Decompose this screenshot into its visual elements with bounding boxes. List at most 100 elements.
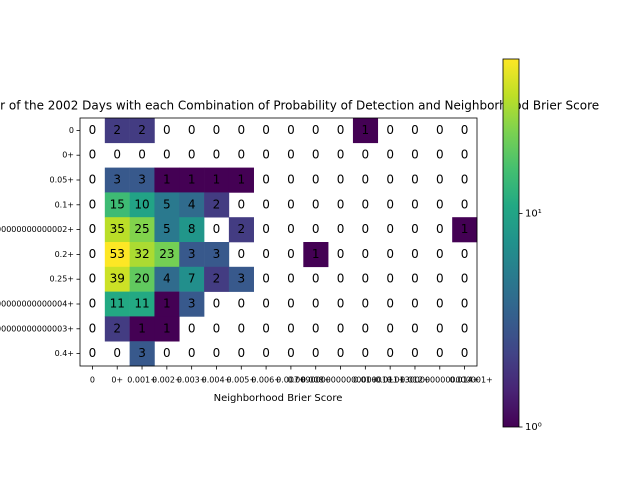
heatmap-cell xyxy=(154,291,180,317)
x-tick-label: 0.006+ xyxy=(251,376,281,385)
x-tick-label: 0.009000000000000001+ xyxy=(288,376,394,385)
cell-value: 0 xyxy=(386,321,394,335)
cell-value: 0 xyxy=(386,197,394,211)
cell-value: 2 xyxy=(213,272,221,286)
cell-value: 0 xyxy=(312,222,320,236)
cell-value: 1 xyxy=(213,173,221,187)
cell-value: 0 xyxy=(337,346,345,360)
cell-value: 0 xyxy=(461,148,469,162)
cell-value: 0 xyxy=(362,222,370,236)
cell-value: 32 xyxy=(134,247,149,261)
cell-value: 0 xyxy=(89,321,97,335)
cell-value: 0 xyxy=(89,123,97,137)
cell-value: 1 xyxy=(163,297,171,311)
cell-value: 0 xyxy=(262,123,270,137)
cell-value: 0 xyxy=(411,297,419,311)
cell-value: 0 xyxy=(461,321,469,335)
cell-value: 0 xyxy=(163,123,171,137)
cell-value: 3 xyxy=(113,173,121,187)
heatmap-cell xyxy=(129,167,155,193)
cell-value: 1 xyxy=(362,123,370,137)
x-tick-label: 0+ xyxy=(111,376,123,385)
cell-value: 11 xyxy=(110,297,125,311)
x-tick-label: 0.01+ xyxy=(353,376,378,385)
cell-value: 0 xyxy=(287,197,295,211)
heatmap-cell xyxy=(129,291,155,317)
x-tick-label: 0.012+ xyxy=(400,376,430,385)
cell-value: 0 xyxy=(461,272,469,286)
heatmap-cell xyxy=(352,118,379,144)
x-tick-label: 0.003+ xyxy=(177,376,207,385)
heatmap-cell xyxy=(129,118,155,144)
x-tick-label: 0.004+ xyxy=(202,376,232,385)
cell-value: 0 xyxy=(312,321,320,335)
cell-value: 0 xyxy=(188,321,196,335)
heatmap-cell xyxy=(129,217,155,243)
heatmap-cell xyxy=(204,192,230,218)
heatmap-cell xyxy=(104,316,130,342)
cell-value: 0 xyxy=(287,346,295,360)
cell-value: 0 xyxy=(237,148,245,162)
cell-value: 0 xyxy=(213,321,221,335)
cell-value: 0 xyxy=(362,148,370,162)
cell-value: 10 xyxy=(134,197,149,211)
y-tick-label: 0.2+ xyxy=(55,250,74,259)
heatmap-cell xyxy=(104,118,130,144)
cell-value: 0 xyxy=(262,222,270,236)
heatmap-cell xyxy=(204,242,230,268)
cell-value: 0 xyxy=(188,148,196,162)
heatmap-cell xyxy=(154,192,180,218)
cell-value: 2 xyxy=(138,123,146,137)
cell-value: 0 xyxy=(113,346,121,360)
heatmap-cell xyxy=(179,242,205,268)
cell-value: 0 xyxy=(362,173,370,187)
cell-value: 0 xyxy=(436,222,444,236)
cell-value: 0 xyxy=(287,297,295,311)
cell-value: 0 xyxy=(89,346,97,360)
cell-value: 0 xyxy=(287,222,295,236)
y-tick-label: 0 xyxy=(69,126,74,135)
cell-value: 0 xyxy=(386,247,394,261)
cell-value: 0 xyxy=(337,272,345,286)
cell-value: 0 xyxy=(461,297,469,311)
heatmap-cell xyxy=(104,217,130,243)
cell-value: 0 xyxy=(89,197,97,211)
cell-value: 53 xyxy=(110,247,125,261)
cell-value: 0 xyxy=(411,148,419,162)
cell-value: 0 xyxy=(386,173,394,187)
cell-value: 1 xyxy=(461,222,469,236)
x-tick-label: 0.008+ xyxy=(301,376,331,385)
cell-value: 0 xyxy=(436,123,444,137)
y-tick-label: 0.30000000000000004+ xyxy=(0,300,74,309)
heatmap-cell xyxy=(228,167,254,193)
cell-value: 0 xyxy=(337,173,345,187)
x-axis-label: Neighborhood Brier Score xyxy=(214,393,343,404)
heatmap-cell xyxy=(104,192,130,218)
cell-value: 3 xyxy=(138,173,146,187)
cell-value: 0 xyxy=(113,148,121,162)
heatmap-cell xyxy=(129,341,155,367)
cell-value: 0 xyxy=(312,123,320,137)
cell-value: 0 xyxy=(411,197,419,211)
x-tick-label: 0.001+ xyxy=(127,376,157,385)
cell-value: 0 xyxy=(262,272,270,286)
heatmap-cell xyxy=(129,192,155,218)
colorbar-tick-label: 10⁰ xyxy=(525,422,542,433)
x-tick-label: 0.002+ xyxy=(152,376,182,385)
cell-value: 0 xyxy=(411,272,419,286)
cell-value: 0 xyxy=(362,247,370,261)
cell-value: 0 xyxy=(436,173,444,187)
cell-value: 39 xyxy=(110,272,125,286)
cell-value: 0 xyxy=(461,123,469,137)
heatmap-cell xyxy=(179,266,205,292)
cell-value: 0 xyxy=(411,346,419,360)
cell-value: 1 xyxy=(312,247,320,261)
heatmap-cell xyxy=(179,167,205,193)
cell-value: 0 xyxy=(411,321,419,335)
cell-value: 0 xyxy=(237,197,245,211)
cell-value: 0 xyxy=(262,173,270,187)
cell-value: 5 xyxy=(163,222,171,236)
x-tick-label: 0.007+ xyxy=(276,376,306,385)
cell-value: 3 xyxy=(138,346,146,360)
